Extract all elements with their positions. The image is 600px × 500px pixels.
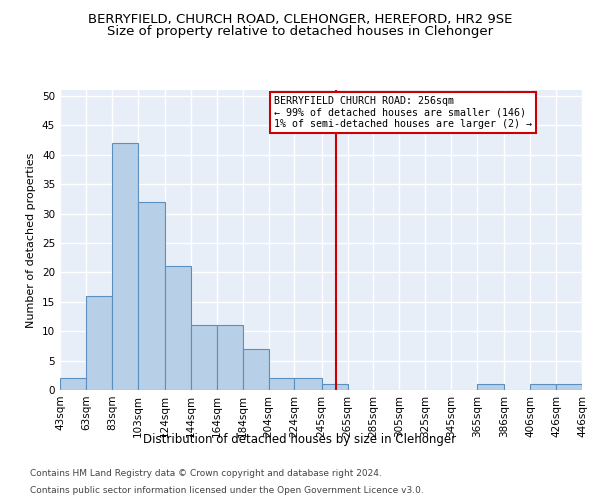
Text: Contains HM Land Registry data © Crown copyright and database right 2024.: Contains HM Land Registry data © Crown c… [30,468,382,477]
Bar [242,349,269,390]
Bar [191,326,217,390]
Bar [556,384,582,390]
Bar [112,143,138,390]
Bar [269,378,295,390]
Bar [477,384,504,390]
Bar [138,202,165,390]
Bar [217,326,242,390]
Text: Distribution of detached houses by size in Clehonger: Distribution of detached houses by size … [143,432,457,446]
Text: BERRYFIELD, CHURCH ROAD, CLEHONGER, HEREFORD, HR2 9SE: BERRYFIELD, CHURCH ROAD, CLEHONGER, HERE… [88,12,512,26]
Bar [530,384,556,390]
Text: Contains public sector information licensed under the Open Government Licence v3: Contains public sector information licen… [30,486,424,495]
Text: BERRYFIELD CHURCH ROAD: 256sqm
← 99% of detached houses are smaller (146)
1% of : BERRYFIELD CHURCH ROAD: 256sqm ← 99% of … [274,96,532,129]
Text: Size of property relative to detached houses in Clehonger: Size of property relative to detached ho… [107,25,493,38]
Bar [86,296,112,390]
Y-axis label: Number of detached properties: Number of detached properties [26,152,37,328]
Bar [165,266,191,390]
Bar [295,378,322,390]
Bar [60,378,86,390]
Bar [322,384,347,390]
